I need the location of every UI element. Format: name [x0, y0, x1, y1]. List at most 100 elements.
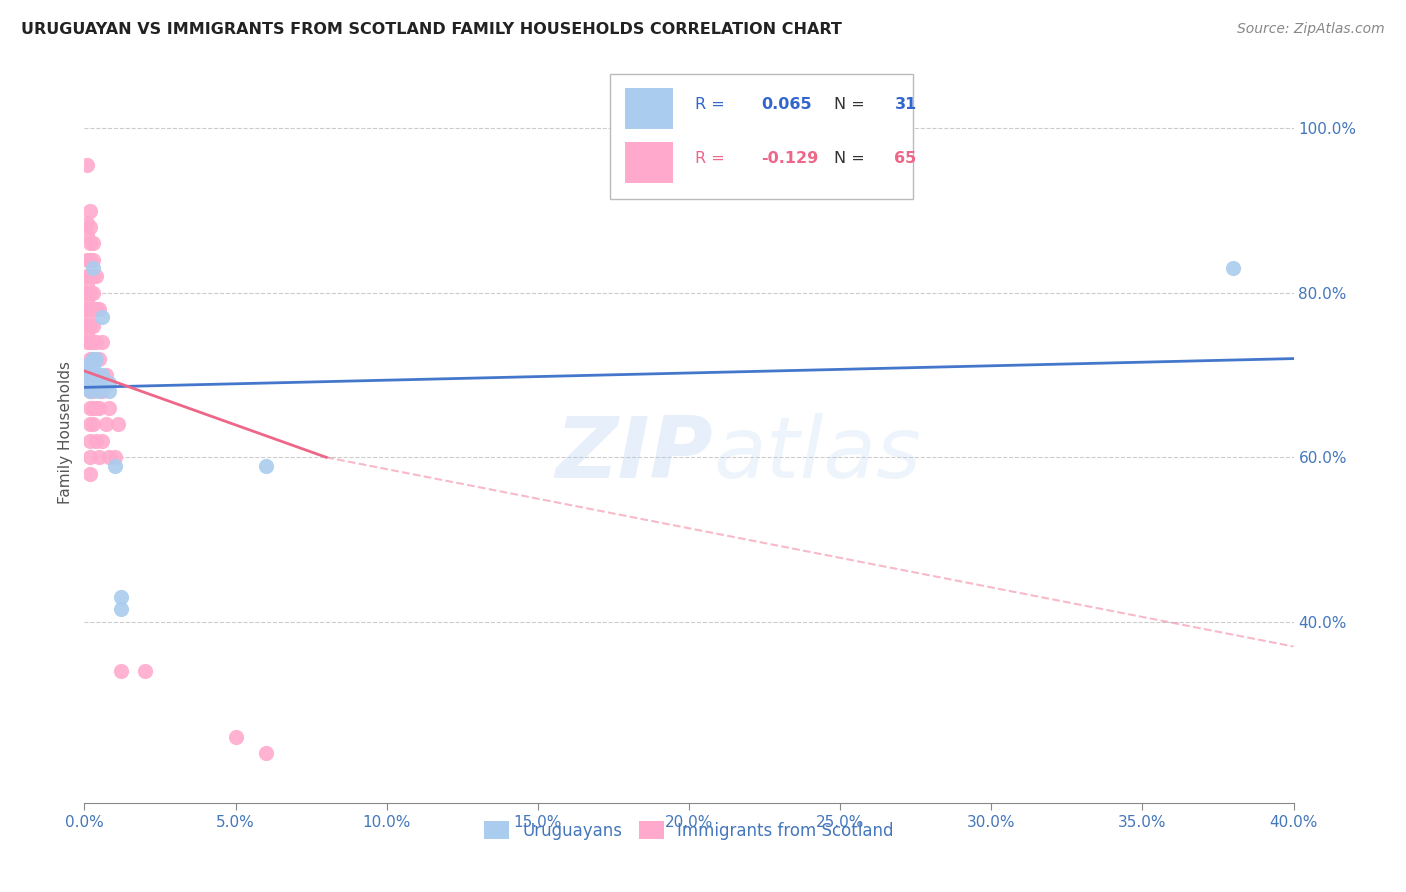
Point	[97, 384, 120, 399]
Point	[82, 417, 104, 432]
Point	[82, 368, 104, 382]
Point	[86, 434, 108, 448]
Point	[82, 401, 104, 415]
Point	[97, 376, 120, 391]
FancyBboxPatch shape	[610, 73, 912, 200]
Text: R =: R =	[695, 97, 730, 112]
Point	[91, 310, 114, 325]
Point	[110, 664, 132, 678]
Point	[86, 401, 108, 415]
Point	[86, 368, 108, 382]
Text: 65: 65	[894, 151, 917, 166]
Point	[82, 285, 104, 300]
Point	[76, 335, 98, 350]
Point	[86, 335, 108, 350]
Point	[86, 269, 108, 284]
Point	[79, 372, 101, 386]
Point	[76, 269, 98, 284]
Point	[97, 401, 120, 415]
Point	[79, 417, 101, 432]
Text: N =: N =	[834, 97, 870, 112]
Point	[76, 216, 98, 230]
Point	[110, 602, 132, 616]
Point	[76, 302, 98, 317]
Point	[79, 376, 101, 391]
Point	[89, 351, 111, 366]
Point	[91, 335, 114, 350]
Point	[76, 326, 98, 341]
Point	[82, 318, 104, 333]
Text: URUGUAYAN VS IMMIGRANTS FROM SCOTLAND FAMILY HOUSEHOLDS CORRELATION CHART: URUGUAYAN VS IMMIGRANTS FROM SCOTLAND FA…	[21, 22, 842, 37]
Point	[86, 302, 108, 317]
Point	[107, 417, 129, 432]
FancyBboxPatch shape	[624, 88, 673, 129]
Point	[79, 203, 101, 218]
Point	[79, 401, 101, 415]
Point	[79, 450, 101, 465]
Point	[82, 384, 104, 399]
Legend: Uruguayans, Immigrants from Scotland: Uruguayans, Immigrants from Scotland	[478, 814, 900, 847]
Point	[94, 368, 117, 382]
Point	[76, 310, 98, 325]
Point	[254, 747, 277, 761]
Text: atlas: atlas	[713, 413, 921, 496]
Point	[76, 293, 98, 308]
Point	[76, 158, 98, 172]
Point	[79, 351, 101, 366]
Point	[82, 335, 104, 350]
Point	[89, 302, 111, 317]
Point	[79, 356, 101, 370]
Point	[82, 351, 104, 366]
Point	[91, 384, 114, 399]
Point	[82, 269, 104, 284]
Point	[89, 384, 111, 399]
Point	[82, 372, 104, 386]
Point	[86, 372, 108, 386]
Point	[76, 252, 98, 267]
Point	[86, 368, 108, 382]
Point	[82, 380, 104, 394]
Point	[79, 368, 101, 382]
Y-axis label: Family Households: Family Households	[58, 361, 73, 504]
Point	[86, 376, 108, 391]
Point	[76, 364, 98, 378]
Point	[79, 467, 101, 481]
Text: N =: N =	[834, 151, 870, 166]
Text: 31: 31	[894, 97, 917, 112]
Point	[76, 372, 98, 386]
Point	[76, 318, 98, 333]
Point	[82, 302, 104, 317]
Point	[86, 351, 108, 366]
Point	[79, 285, 101, 300]
Point	[82, 252, 104, 267]
Point	[79, 236, 101, 251]
Point	[79, 269, 101, 284]
Text: R =: R =	[695, 151, 730, 166]
FancyBboxPatch shape	[624, 143, 673, 183]
Point	[91, 368, 114, 382]
Point	[79, 368, 101, 382]
Point	[82, 236, 104, 251]
Point	[79, 434, 101, 448]
Point	[76, 368, 98, 382]
Point	[76, 285, 98, 300]
Point	[254, 458, 277, 473]
Point	[76, 228, 98, 243]
Point	[89, 450, 111, 465]
Point	[79, 359, 101, 374]
Text: ZIP: ZIP	[555, 413, 713, 496]
Point	[79, 318, 101, 333]
Point	[104, 450, 127, 465]
Point	[79, 219, 101, 234]
Point	[110, 590, 132, 604]
Point	[94, 417, 117, 432]
Point	[104, 458, 127, 473]
Text: -0.129: -0.129	[762, 151, 818, 166]
Point	[1222, 261, 1244, 276]
Point	[89, 401, 111, 415]
Point	[79, 335, 101, 350]
Point	[82, 261, 104, 276]
Point	[79, 252, 101, 267]
Text: Source: ZipAtlas.com: Source: ZipAtlas.com	[1237, 22, 1385, 37]
Point	[79, 384, 101, 399]
